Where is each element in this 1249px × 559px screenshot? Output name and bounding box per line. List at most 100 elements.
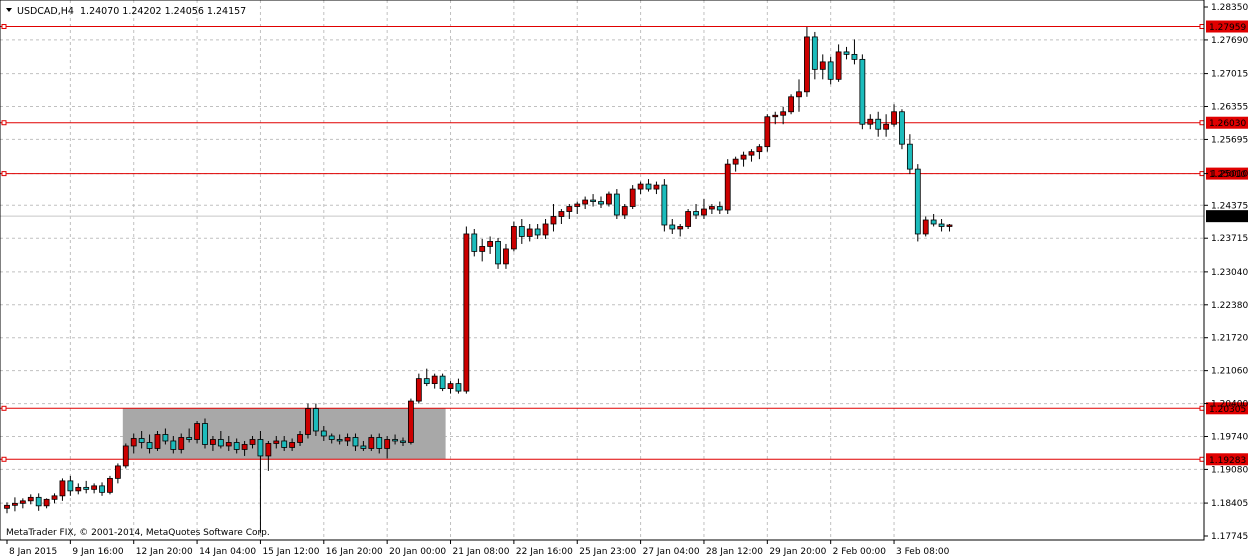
- candle[interactable]: [344, 433, 351, 446]
- candle[interactable]: [629, 185, 636, 210]
- candle[interactable]: [217, 430, 224, 449]
- candle[interactable]: [202, 418, 208, 449]
- candle[interactable]: [210, 435, 216, 451]
- candle[interactable]: [376, 433, 383, 454]
- candle[interactable]: [336, 434, 343, 445]
- candle[interactable]: [51, 493, 58, 504]
- candle[interactable]: [400, 437, 406, 446]
- candle[interactable]: [487, 236, 494, 254]
- candle[interactable]: [914, 164, 921, 242]
- candle[interactable]: [257, 430, 264, 534]
- candle[interactable]: [613, 189, 620, 219]
- candle[interactable]: [772, 111, 779, 125]
- candle[interactable]: [67, 475, 74, 496]
- candle[interactable]: [328, 433, 335, 444]
- candle[interactable]: [732, 156, 739, 172]
- candle[interactable]: [851, 39, 858, 65]
- chart-header[interactable]: USDCAD,H4 1.24070 1.24202 1.24056 1.2415…: [6, 6, 246, 17]
- candle[interactable]: [891, 104, 897, 127]
- candle[interactable]: [233, 438, 240, 454]
- candle[interactable]: [249, 435, 256, 449]
- candle[interactable]: [320, 426, 327, 441]
- candle[interactable]: [526, 223, 533, 242]
- candle[interactable]: [312, 403, 319, 436]
- candle[interactable]: [811, 31, 818, 80]
- candle[interactable]: [740, 151, 747, 167]
- candle[interactable]: [899, 109, 905, 150]
- candle[interactable]: [764, 114, 771, 152]
- candle[interactable]: [748, 149, 755, 162]
- candle[interactable]: [590, 194, 596, 207]
- candle[interactable]: [946, 223, 953, 232]
- candle[interactable]: [479, 238, 486, 262]
- candle[interactable]: [415, 373, 422, 404]
- candle[interactable]: [130, 433, 137, 454]
- candle[interactable]: [875, 111, 882, 137]
- candle[interactable]: [59, 478, 66, 501]
- candle[interactable]: [455, 378, 462, 394]
- candle[interactable]: [804, 26, 810, 97]
- candle[interactable]: [83, 480, 90, 494]
- candle[interactable]: [708, 204, 715, 215]
- candle[interactable]: [91, 483, 98, 494]
- candle[interactable]: [930, 214, 937, 227]
- candle[interactable]: [423, 368, 430, 387]
- candle[interactable]: [114, 463, 121, 484]
- candle[interactable]: [75, 483, 82, 495]
- candle[interactable]: [598, 196, 604, 209]
- candle[interactable]: [35, 493, 42, 511]
- candle[interactable]: [225, 435, 232, 451]
- candle[interactable]: [534, 223, 541, 239]
- level-handle-right[interactable]: [1199, 120, 1205, 126]
- candle[interactable]: [542, 218, 549, 239]
- candle[interactable]: [843, 46, 850, 60]
- candle[interactable]: [241, 440, 248, 456]
- candle[interactable]: [289, 438, 296, 451]
- candle[interactable]: [146, 434, 153, 454]
- candle[interactable]: [724, 159, 731, 215]
- candle[interactable]: [352, 433, 359, 451]
- level-handle-left[interactable]: [1, 24, 7, 30]
- candle[interactable]: [906, 134, 913, 175]
- level-handle-right[interactable]: [1199, 24, 1205, 30]
- candle[interactable]: [835, 44, 842, 82]
- candle[interactable]: [194, 421, 200, 444]
- candle[interactable]: [360, 440, 367, 451]
- candle[interactable]: [661, 179, 668, 232]
- candle[interactable]: [471, 228, 478, 257]
- candle[interactable]: [12, 497, 18, 512]
- candle[interactable]: [107, 475, 113, 495]
- candle[interactable]: [503, 243, 509, 269]
- candle[interactable]: [693, 204, 699, 219]
- candle[interactable]: [463, 226, 470, 394]
- candle[interactable]: [788, 94, 794, 115]
- candle[interactable]: [384, 435, 391, 459]
- candle[interactable]: [701, 199, 707, 219]
- candle[interactable]: [408, 398, 414, 445]
- candle[interactable]: [154, 430, 161, 451]
- candle[interactable]: [716, 201, 723, 215]
- candle[interactable]: [582, 196, 589, 210]
- candle[interactable]: [645, 179, 652, 192]
- candle[interactable]: [392, 434, 398, 445]
- candle[interactable]: [677, 223, 684, 237]
- candle[interactable]: [518, 218, 525, 244]
- candle[interactable]: [495, 237, 501, 269]
- candle[interactable]: [447, 381, 454, 394]
- candle[interactable]: [859, 54, 866, 130]
- candle[interactable]: [431, 373, 438, 389]
- candle[interactable]: [883, 114, 890, 137]
- candle[interactable]: [368, 434, 375, 451]
- candle[interactable]: [756, 144, 763, 160]
- chevron-down-icon[interactable]: [6, 8, 12, 12]
- candle[interactable]: [281, 435, 288, 451]
- candle[interactable]: [99, 482, 105, 496]
- level-handle-left[interactable]: [1, 120, 7, 126]
- candle[interactable]: [637, 181, 644, 195]
- candle[interactable]: [43, 498, 50, 509]
- candle[interactable]: [827, 56, 834, 85]
- candle[interactable]: [780, 106, 787, 125]
- candle[interactable]: [178, 433, 185, 454]
- candle[interactable]: [574, 201, 581, 215]
